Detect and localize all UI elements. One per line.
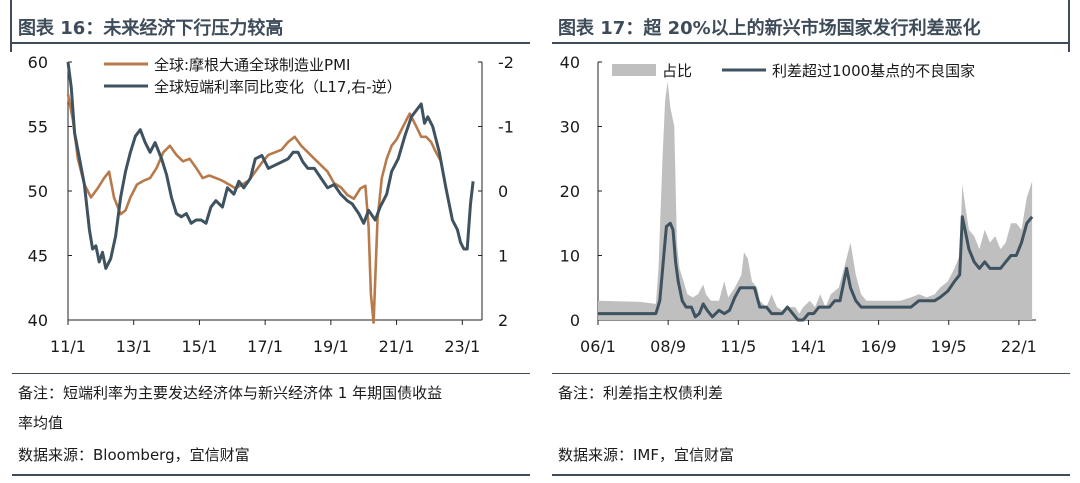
- left-figure-panel: 图表 16：未来经济下行压力较高 40 45 50 55 60 -2 -1 0 1 2 11/1 13…: [12, 18, 530, 476]
- left-chart: 40 45 50 55 60 -2 -1 0 1 2 11/1 13/1 15/1 17/1 19/1 21/…: [28, 53, 514, 356]
- y-right-tick-label: 2: [498, 311, 508, 330]
- x-tick-label: 19/1: [313, 337, 349, 356]
- left-note-line2: 率均值: [18, 414, 64, 432]
- y-left-tick-label: 45: [28, 247, 48, 266]
- series-line-pmi: [66, 94, 443, 324]
- y-tick-label: 0: [570, 311, 580, 330]
- x-tick-label: 08/9: [650, 337, 686, 356]
- title-divider: [552, 42, 1070, 44]
- x-tick-label: 22/1: [1001, 337, 1037, 356]
- legend-swatch-area: [612, 64, 656, 76]
- left-figure-title: 图表 16：未来经济下行压力较高: [18, 18, 284, 39]
- series-line-short-rate: [66, 61, 475, 270]
- x-tick-label: 19/5: [931, 337, 967, 356]
- legend-label: 全球短端利率同比变化（L17,右-逆）: [154, 78, 402, 96]
- right-figure-panel: 图表 17：超 20%以上的新兴市场国家发行利差恶化 0 10 20 30 40 06/1…: [540, 0, 1080, 483]
- y-left-tick-label: 50: [28, 182, 48, 201]
- left-source: 数据来源：Bloomberg，宜信财富: [18, 446, 250, 464]
- y-tick-label: 30: [560, 118, 580, 137]
- y-tick-label: 10: [560, 247, 580, 266]
- right-chart: 0 10 20 30 40 06/1 08/9 11/5 14/1 16/9 19/5 22/1 占比…: [560, 53, 1037, 356]
- right-figure-title: 图表 17：超 20%以上的新兴市场国家发行利差恶化: [558, 18, 981, 39]
- x-tick-label: 06/1: [580, 337, 616, 356]
- x-tick-label: 13/1: [116, 337, 152, 356]
- x-tick-label: 23/1: [444, 337, 480, 356]
- legend-label: 利差超过1000基点的不良国家: [772, 62, 975, 80]
- x-tick-label: 14/1: [790, 337, 826, 356]
- y-left-tick-label: 40: [28, 311, 48, 330]
- left-title-accent: [10, 0, 12, 52]
- x-tick-label: 21/1: [379, 337, 415, 356]
- legend-label: 全球:摩根大通全球制造业PMI: [154, 56, 350, 74]
- x-tick-label: 16/9: [861, 337, 897, 356]
- right-source: 数据来源：IMF，宜信财富: [558, 446, 734, 464]
- y-right-tick-label: -2: [498, 53, 514, 72]
- notes-divider: [552, 373, 1070, 374]
- y-tick-label: 40: [560, 53, 580, 72]
- series-line-distressed: [598, 215, 1034, 322]
- y-right-tick-label: -1: [498, 118, 514, 137]
- bottom-divider: [12, 474, 530, 476]
- legend-label: 占比: [662, 62, 692, 80]
- series-area-share: [598, 81, 1033, 320]
- y-right-tick-label: 1: [498, 247, 508, 266]
- y-left-tick-label: 60: [28, 53, 48, 72]
- x-tick-label: 17/1: [247, 337, 283, 356]
- right-note-line1: 备注：利差指主权债利差: [558, 384, 724, 402]
- notes-divider: [12, 373, 530, 374]
- x-tick-label: 15/1: [181, 337, 217, 356]
- title-divider: [12, 42, 530, 44]
- y-right-tick-label: 0: [498, 182, 508, 201]
- y-tick-label: 20: [560, 182, 580, 201]
- y-left-tick-label: 55: [28, 118, 48, 137]
- x-tick-label: 11/1: [50, 337, 86, 356]
- left-note-line1: 备注：短端利率为主要发达经济体与新兴经济体 1 年期国债收益: [18, 384, 443, 402]
- x-tick-label: 11/5: [720, 337, 756, 356]
- right-title-accent: [1068, 0, 1070, 52]
- bottom-divider: [552, 474, 1070, 476]
